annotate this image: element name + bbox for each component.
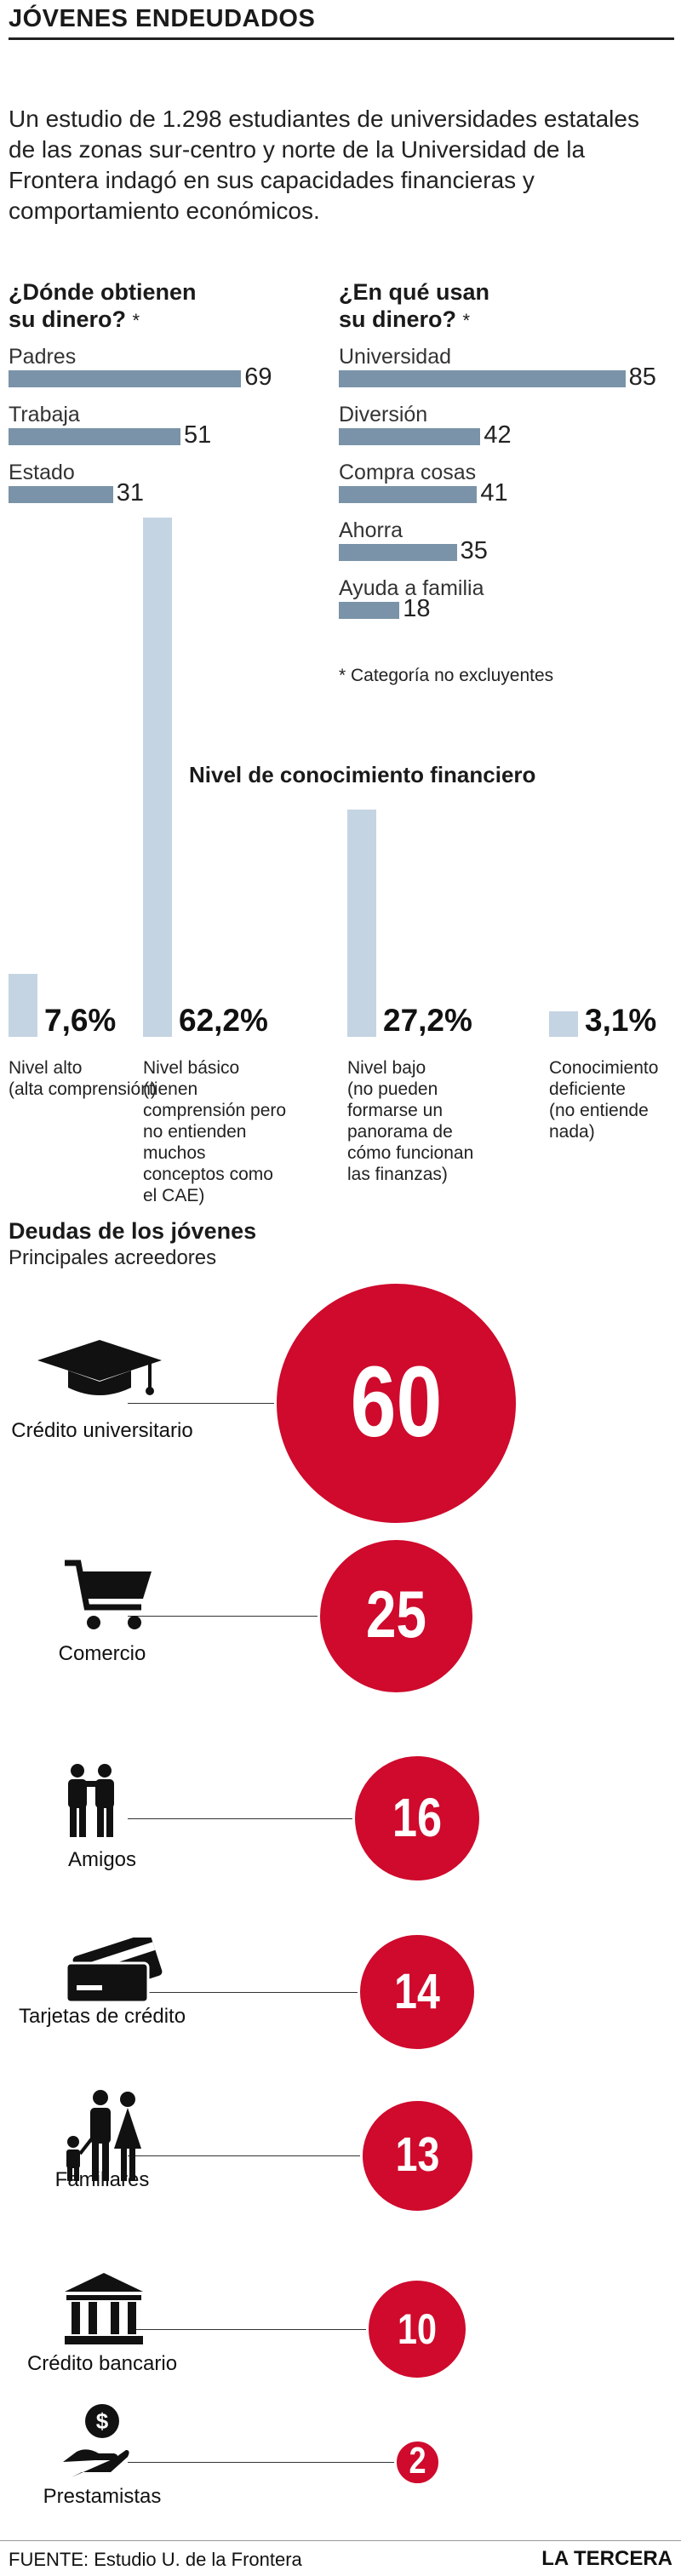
column-desc-conocimiento-deficiente: (no entiende nada): [549, 1101, 649, 1142]
column-label-conocimiento-deficiente: Conocimiento deficiente (no entiende nada…: [549, 1057, 681, 1142]
column-desc-nivel-basico: (tienen comprensión pero no entienden mu…: [143, 1079, 287, 1205]
bar-label-trabaja: Trabaja: [9, 403, 80, 426]
creditor-label-prestamistas: Prestamistas: [43, 2485, 162, 2508]
leader-line-amigos: [128, 1818, 369, 1819]
use-question-star: *: [462, 310, 471, 331]
svg-text:$: $: [96, 2408, 109, 2434]
column-value-nivel-basico: 62,2%: [179, 1003, 268, 1038]
column-nivel-alto: [9, 973, 37, 1037]
bubble-value-tarjetas-de-credito: 14: [394, 1963, 440, 2019]
bar-value-diversion: 42: [484, 421, 512, 449]
bar-value-ayuda-a-familia: 18: [403, 595, 431, 622]
column-name-nivel-bajo: Nivel bajo: [347, 1058, 426, 1078]
source-question-line1: ¿Dónde obtienen: [9, 279, 197, 305]
bar-compra-cosas: [339, 486, 478, 503]
bar-label-universidad: Universidad: [339, 345, 452, 369]
column-desc-nivel-alto: (alta comprensión): [9, 1079, 157, 1099]
creditor-label-comercio: Comercio: [58, 1642, 146, 1665]
footer-divider: [0, 2540, 681, 2541]
use-question: ¿En qué usan su dinero? *: [339, 278, 489, 335]
bar-value-universidad: 85: [628, 364, 656, 391]
leader-line-prestamistas: [128, 2462, 411, 2463]
bubble-value-credito-universitario: 60: [350, 1345, 442, 1458]
bubble-amigos: [352, 1754, 482, 1883]
source-question-line2: su dinero?: [9, 306, 127, 332]
leader-line-credito-bancario: [128, 2329, 383, 2330]
bar-label-estado: Estado: [9, 461, 75, 484]
bar-universidad: [339, 370, 626, 387]
column-nivel-bajo: [347, 810, 376, 1037]
footnote: * Categoría no excluyentes: [339, 666, 554, 685]
creditor-label-tarjetas-de-credito: Tarjetas de crédito: [18, 2005, 186, 2028]
creditor-label-credito-bancario: Crédito bancario: [26, 2352, 178, 2375]
credit-card-icon: [61, 1933, 172, 2010]
bar-value-compra-cosas: 41: [480, 479, 508, 507]
bubble-comercio: [317, 1537, 475, 1695]
bubble-value-amigos: 16: [392, 1786, 443, 1848]
bar-value-ahorra: 35: [460, 537, 488, 564]
page-title: JÓVENES ENDEUDADOS: [9, 5, 316, 32]
bar-estado: [9, 486, 113, 503]
leader-line-credito-universitario: [128, 1403, 291, 1404]
column-nivel-basico: [143, 518, 172, 1037]
column-desc-nivel-bajo: (no pueden formarse un panorama de cómo …: [347, 1079, 474, 1184]
bubble-familiares: [359, 2098, 475, 2213]
shopping-cart-icon: [61, 1558, 155, 1639]
leader-line-tarjetas-de-credito: [128, 1992, 375, 1993]
source-question-star: *: [132, 310, 140, 331]
bar-label-ayuda-a-familia: Ayuda a familia: [339, 576, 484, 600]
intro-text: Un estudio de 1.298 estudiantes de unive…: [9, 106, 639, 224]
bar-diversion: [339, 428, 481, 445]
use-question-line1: ¿En qué usan: [339, 279, 490, 305]
friends-icon: [61, 1762, 121, 1843]
knowledge-title: Nivel de conocimiento financiero: [189, 762, 536, 787]
bubble-value-credito-bancario: 10: [398, 2304, 437, 2353]
debts-title: Deudas de los jóvenes: [9, 1218, 257, 1244]
bar-padres: [9, 370, 242, 387]
column-conocimiento-deficiente: [549, 1010, 578, 1037]
column-label-nivel-basico: Nivel básico (tienen comprensión pero no …: [143, 1057, 292, 1206]
bar-trabaja: [9, 428, 180, 445]
bank-icon: [61, 2271, 146, 2352]
brand-logo: LA TERCERA: [541, 2547, 672, 2570]
bar-ahorra: [339, 544, 457, 561]
column-value-nivel-bajo: 27,2%: [383, 1003, 472, 1038]
leader-line-familiares: [128, 2155, 377, 2156]
column-value-nivel-alto: 7,6%: [44, 1003, 117, 1038]
bar-label-diversion: Diversión: [339, 403, 428, 426]
bubble-credito-bancario: [366, 2278, 468, 2380]
column-label-nivel-alto: Nivel alto (alta comprensión): [9, 1057, 157, 1100]
money-hand-icon: $: [61, 2402, 129, 2483]
bubble-credito-universitario: [273, 1280, 518, 1526]
bar-value-trabaja: 51: [183, 421, 212, 449]
use-question-line2: su dinero?: [339, 306, 457, 332]
bar-value-estado: 31: [116, 479, 145, 507]
bubble-value-comercio: 25: [365, 1577, 426, 1652]
bar-label-compra-cosas: Compra cosas: [339, 461, 477, 484]
family-icon: [61, 2089, 146, 2187]
creditor-label-amigos: Amigos: [67, 1848, 137, 1871]
column-name-nivel-basico: Nivel básico: [143, 1058, 240, 1078]
title-divider: [9, 37, 674, 40]
bar-label-padres: Padres: [9, 345, 77, 369]
source-question: ¿Dónde obtienen su dinero? *: [9, 278, 196, 335]
source-credit: FUENTE: Estudio U. de la Frontera: [9, 2549, 302, 2570]
column-name-conocimiento-deficiente: Conocimiento deficiente: [549, 1058, 659, 1099]
debts-subtitle: Principales acreedores: [9, 1246, 217, 1269]
leader-line-comercio: [128, 1616, 335, 1617]
creditor-label-credito-universitario: Crédito universitario: [11, 1419, 193, 1442]
bubble-value-familiares: 13: [395, 2128, 439, 2183]
column-name-nivel-alto: Nivel alto: [9, 1058, 83, 1078]
graduation-cap-icon: [36, 1338, 163, 1402]
column-label-nivel-bajo: Nivel bajo (no pueden formarse un panoram…: [347, 1057, 496, 1185]
bubble-value-prestamistas: 2: [408, 2440, 426, 2482]
bar-label-ahorra: Ahorra: [339, 518, 403, 542]
bar-value-padres: 69: [244, 364, 272, 391]
bar-ayuda-a-familia: [339, 602, 400, 619]
bubble-tarjetas-de-credito: [358, 1932, 477, 2052]
bubble-prestamistas: [393, 2438, 441, 2486]
column-value-conocimiento-deficiente: 3,1%: [585, 1003, 657, 1038]
creditor-label-familiares: Familiares: [54, 2168, 150, 2191]
